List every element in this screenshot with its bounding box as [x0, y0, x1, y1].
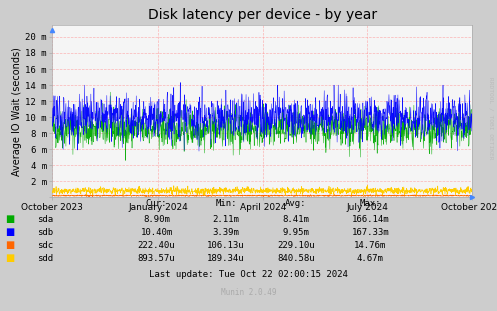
Text: sdb: sdb: [37, 228, 53, 237]
Text: Max:: Max:: [359, 199, 381, 208]
Text: 893.57u: 893.57u: [138, 254, 175, 263]
Text: ■: ■: [5, 240, 14, 250]
Text: 4.67m: 4.67m: [357, 254, 384, 263]
Text: Munin 2.0.49: Munin 2.0.49: [221, 288, 276, 297]
Text: 2.11m: 2.11m: [213, 215, 240, 224]
Text: Last update: Tue Oct 22 02:00:15 2024: Last update: Tue Oct 22 02:00:15 2024: [149, 270, 348, 279]
Text: sdc: sdc: [37, 241, 53, 250]
Text: 106.13u: 106.13u: [207, 241, 245, 250]
Text: 840.58u: 840.58u: [277, 254, 315, 263]
Text: 166.14m: 166.14m: [351, 215, 389, 224]
Text: 10.40m: 10.40m: [141, 228, 172, 237]
Text: 3.39m: 3.39m: [213, 228, 240, 237]
Text: 167.33m: 167.33m: [351, 228, 389, 237]
Title: Disk latency per device - by year: Disk latency per device - by year: [148, 8, 377, 22]
Text: ■: ■: [5, 214, 14, 224]
Text: ■: ■: [5, 253, 14, 263]
Text: 9.95m: 9.95m: [282, 228, 309, 237]
Text: Min:: Min:: [215, 199, 237, 208]
Text: 8.90m: 8.90m: [143, 215, 170, 224]
Text: 8.41m: 8.41m: [282, 215, 309, 224]
Text: 229.10u: 229.10u: [277, 241, 315, 250]
Text: 14.76m: 14.76m: [354, 241, 386, 250]
Text: 189.34u: 189.34u: [207, 254, 245, 263]
Text: Avg:: Avg:: [285, 199, 307, 208]
Text: sda: sda: [37, 215, 53, 224]
Text: ■: ■: [5, 227, 14, 237]
Text: 222.40u: 222.40u: [138, 241, 175, 250]
Y-axis label: Average IO Wait (seconds): Average IO Wait (seconds): [12, 47, 22, 176]
Text: Cur:: Cur:: [146, 199, 167, 208]
Text: RRDTOOL / TOBI OETIKER: RRDTOOL / TOBI OETIKER: [489, 77, 494, 160]
Text: sdd: sdd: [37, 254, 53, 263]
